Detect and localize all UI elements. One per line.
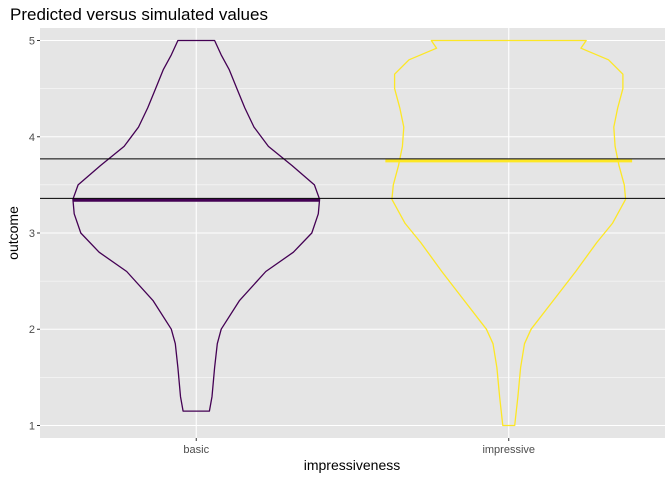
y-tick-label: 1	[29, 420, 35, 432]
violin-basic	[72, 39, 321, 412]
y-tick-label: 5	[29, 36, 35, 48]
x-axis: basic impressive	[183, 438, 535, 456]
y-tick-label: 2	[29, 324, 35, 336]
y-axis: 1 2 3 4 5	[29, 36, 40, 432]
violins	[72, 39, 633, 427]
y-tick-label: 4	[29, 132, 35, 144]
x-tick-label: basic	[183, 444, 209, 456]
x-tick-label: impressive	[482, 444, 535, 456]
x-axis-title: impressiveness	[304, 457, 400, 473]
chart-title: Predicted versus simulated values	[10, 5, 268, 24]
y-axis-title: outcome	[5, 206, 21, 260]
violin-impressive	[391, 39, 627, 427]
gridlines	[40, 28, 665, 438]
reference-lines	[40, 158, 665, 199]
y-tick-label: 3	[29, 228, 35, 240]
